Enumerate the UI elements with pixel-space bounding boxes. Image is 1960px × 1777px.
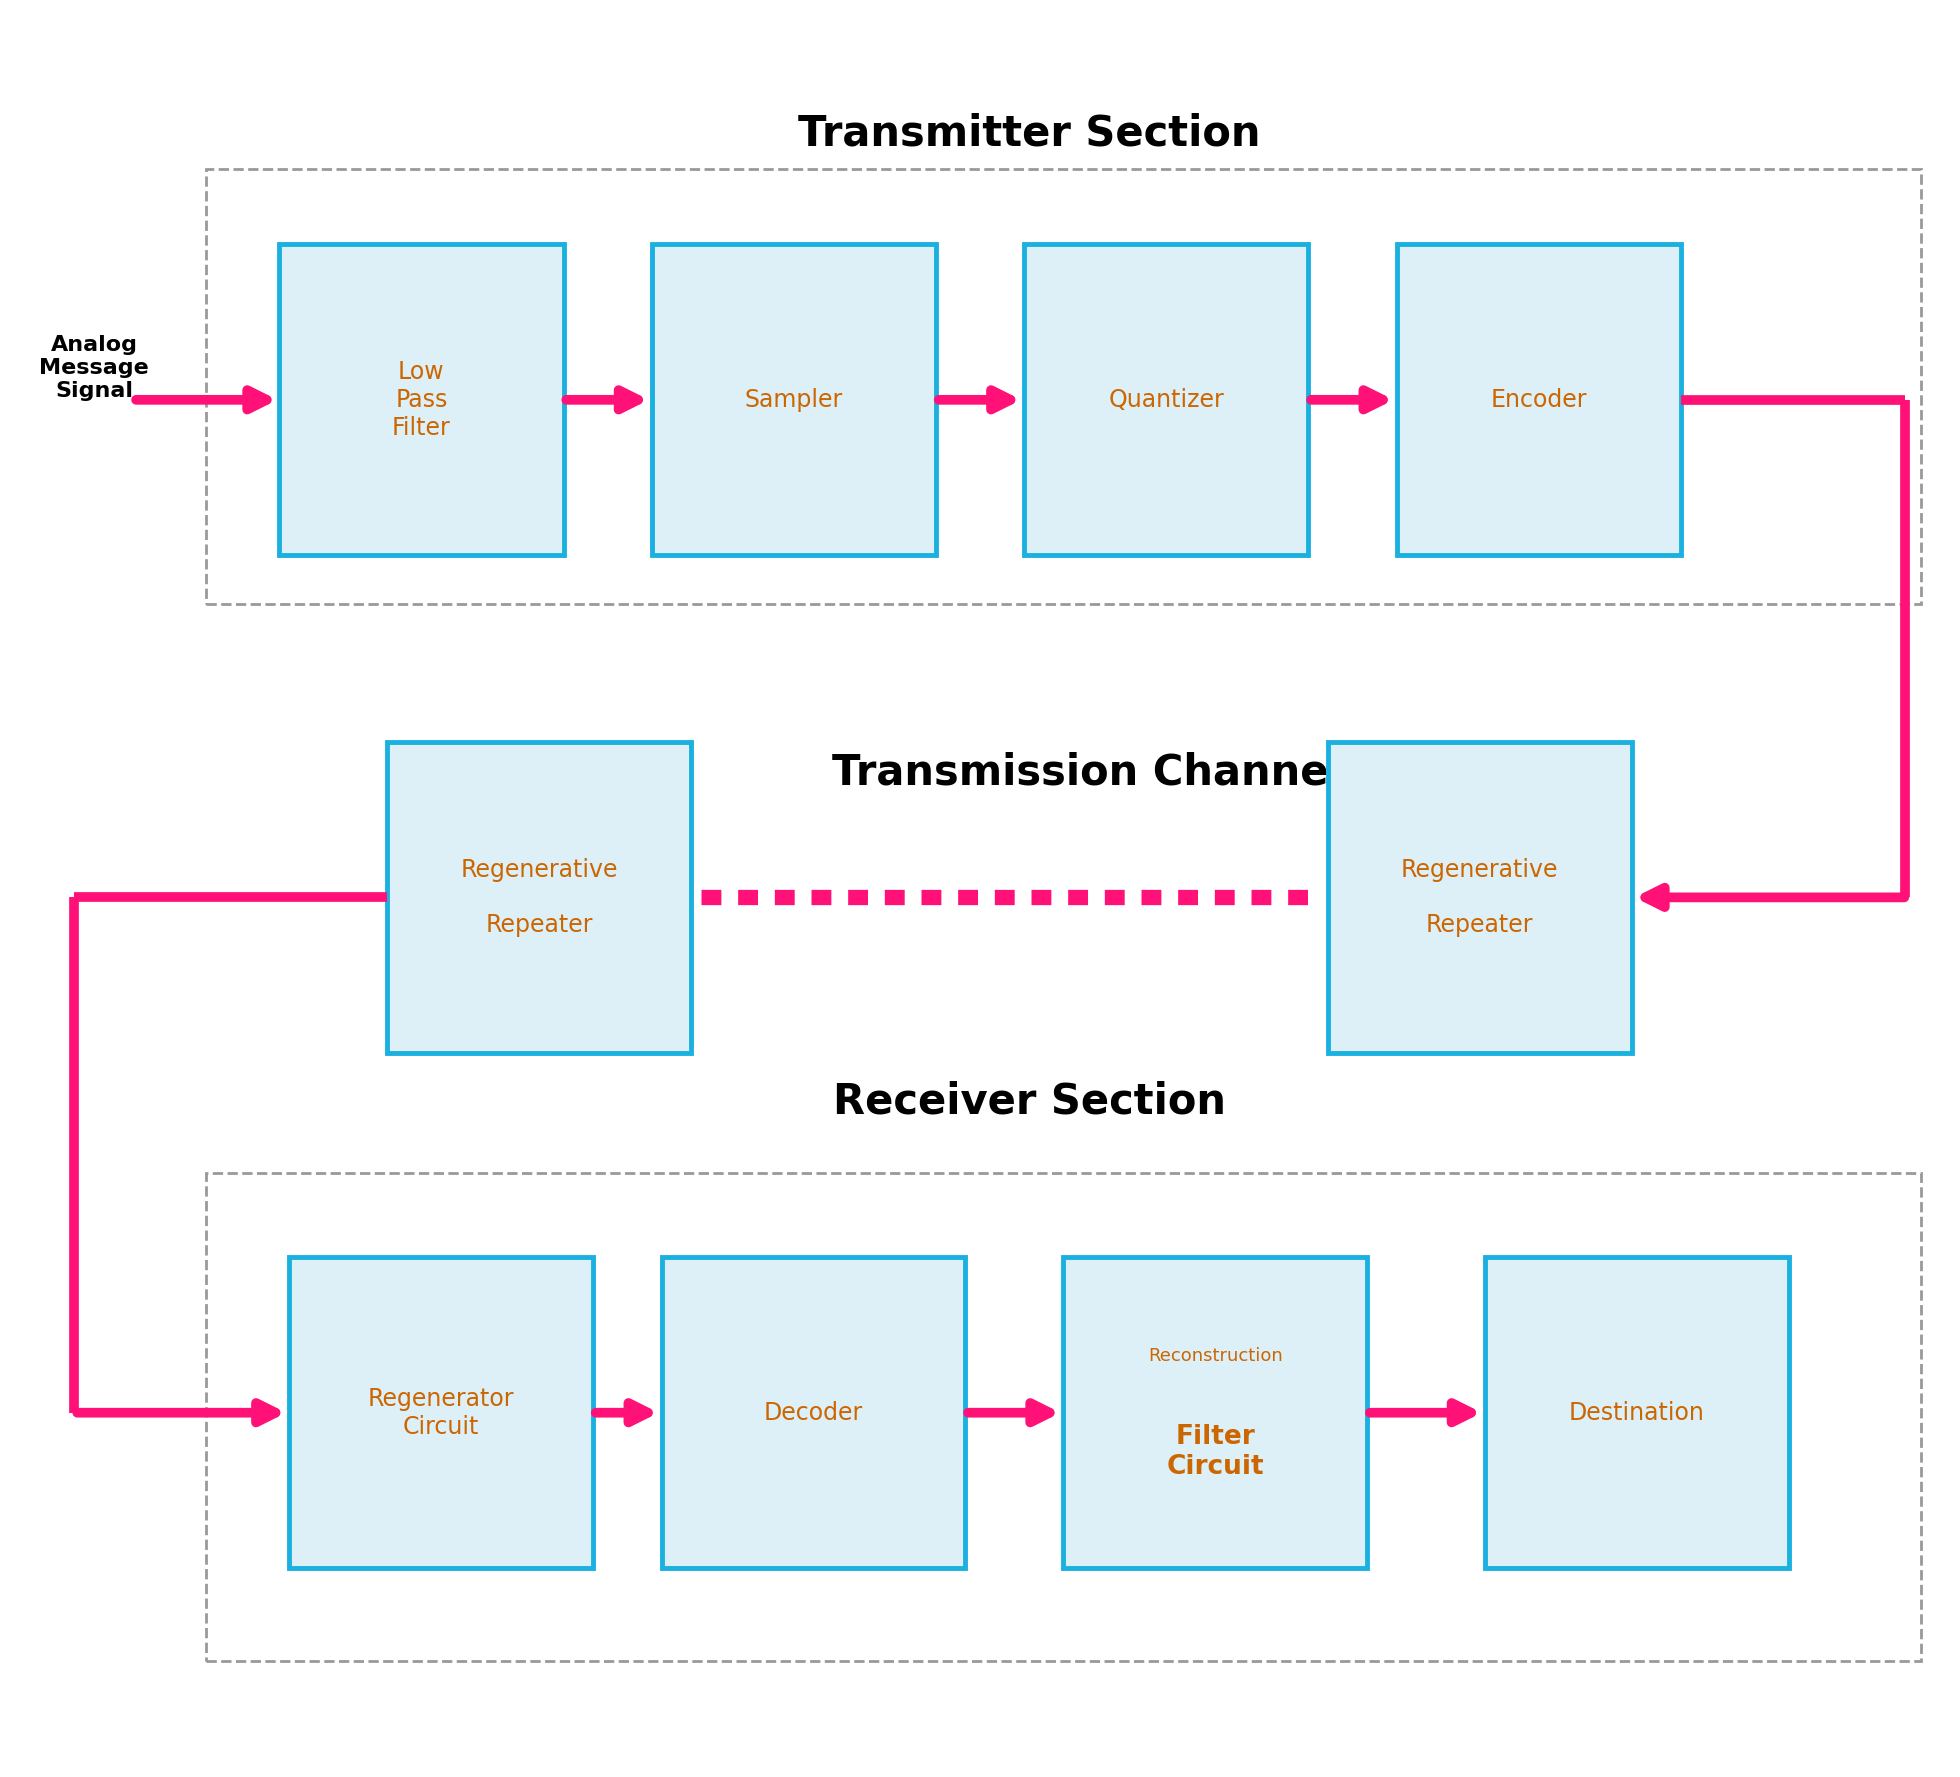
FancyBboxPatch shape (661, 1258, 964, 1569)
Text: Decoder: Decoder (764, 1400, 862, 1425)
Text: Analog
Message
Signal: Analog Message Signal (39, 334, 149, 402)
Text: Quantizer: Quantizer (1107, 387, 1225, 412)
Text: Receiver Section: Receiver Section (833, 1080, 1225, 1123)
FancyBboxPatch shape (1486, 1258, 1788, 1569)
Text: Transmitter Section: Transmitter Section (798, 112, 1260, 155)
FancyBboxPatch shape (1396, 243, 1682, 554)
Text: Regenerator
Circuit: Regenerator Circuit (368, 1386, 514, 1439)
Text: Regenerative

Repeater: Regenerative Repeater (461, 858, 617, 936)
Text: Low
Pass
Filter: Low Pass Filter (392, 361, 451, 439)
FancyBboxPatch shape (388, 743, 692, 1052)
Text: Filter
Circuit: Filter Circuit (1166, 1423, 1264, 1480)
FancyBboxPatch shape (1023, 243, 1309, 554)
Text: Destination: Destination (1568, 1400, 1705, 1425)
Text: Reconstruction: Reconstruction (1149, 1347, 1282, 1365)
Text: Transmission Channel: Transmission Channel (833, 752, 1343, 794)
Text: Encoder: Encoder (1490, 387, 1588, 412)
FancyBboxPatch shape (1329, 743, 1631, 1052)
Text: Regenerative

Repeater: Regenerative Repeater (1401, 858, 1558, 936)
FancyBboxPatch shape (1062, 1258, 1368, 1569)
FancyBboxPatch shape (651, 243, 937, 554)
Text: Sampler: Sampler (745, 387, 843, 412)
FancyBboxPatch shape (280, 243, 564, 554)
FancyBboxPatch shape (290, 1258, 592, 1569)
